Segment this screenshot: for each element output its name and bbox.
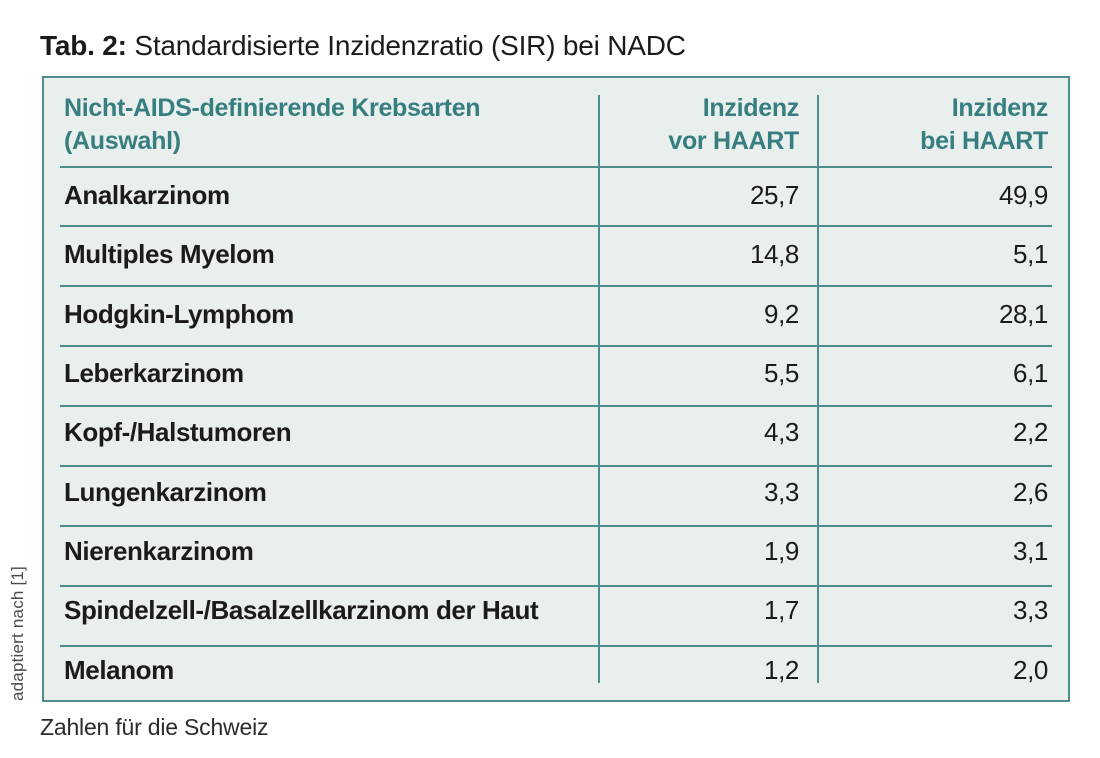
header-vor-haart-line1: Inzidenz	[702, 94, 800, 122]
row-value-bei-haart: 6,1	[1013, 358, 1048, 389]
row-separator	[60, 585, 1052, 587]
table-header-row: Nicht-AIDS-definierende Krebsarten (Ausw…	[44, 78, 1068, 166]
adapted-from-note: adaptiert nach [1]	[8, 566, 27, 701]
table-row-kopf-halstumoren: Kopf-/Halstumoren 4,3 2,2	[44, 403, 1068, 462]
header-bei-haart-line2: bei HAART	[920, 127, 1048, 155]
table-row-spindelzell-basalzellkarzinom: Spindelzell-/Basalzellkarzinom der Haut …	[44, 581, 1068, 640]
row-value-vor-haart: 14,8	[749, 239, 799, 270]
row-value-vor-haart: 9,2	[764, 298, 799, 329]
row-value-vor-haart: 1,9	[764, 536, 799, 567]
row-separator	[60, 525, 1052, 527]
row-value-bei-haart: 2,2	[1013, 417, 1048, 448]
table-title-text: Standardisierte Inzidenzratio (SIR) bei …	[134, 30, 686, 61]
header-vor-haart-line2: vor HAART	[668, 127, 799, 155]
row-value-bei-haart: 5,1	[1013, 239, 1048, 270]
row-value-vor-haart: 1,2	[764, 654, 799, 685]
table-row-hodgkin-lymphom: Hodgkin-Lymphom 9,2 28,1	[44, 285, 1068, 344]
header-krebsarten-line1: Nicht-AIDS-definierende Krebsarten	[64, 94, 481, 122]
table-title-label: Tab. 2:	[40, 30, 127, 61]
row-value-bei-haart: 3,3	[1013, 595, 1048, 626]
row-value-vor-haart: 1,7	[764, 595, 799, 626]
row-label: Melanom	[64, 654, 174, 685]
row-separator	[60, 645, 1052, 647]
table-row-nierenkarzinom: Nierenkarzinom 1,9 3,1	[44, 522, 1068, 581]
header-cell-inzidenz-bei-haart: Inzidenz bei HAART	[819, 78, 1068, 166]
column-divider-1	[598, 95, 600, 683]
table-row-multiples-myelom: Multiples Myelom 14,8 5,1	[44, 225, 1068, 284]
header-bei-haart-line1: Inzidenz	[951, 94, 1049, 122]
row-separator	[60, 465, 1052, 467]
row-label: Spindelzell-/Basalzellkarzinom der Haut	[64, 595, 539, 626]
row-value-bei-haart: 2,0	[1013, 654, 1048, 685]
row-value-vor-haart: 25,7	[749, 180, 799, 211]
row-label: Leberkarzinom	[64, 358, 244, 389]
row-value-bei-haart: 49,9	[998, 180, 1048, 211]
row-value-bei-haart: 3,1	[1013, 536, 1048, 567]
table-row-leberkarzinom: Leberkarzinom 5,5 6,1	[44, 344, 1068, 403]
header-cell-krebsarten: Nicht-AIDS-definierende Krebsarten (Ausw…	[44, 78, 600, 166]
row-value-vor-haart: 4,3	[764, 417, 799, 448]
row-label: Lungenkarzinom	[64, 476, 267, 507]
footer-note: Zahlen für die Schweiz	[40, 714, 269, 740]
row-label: Kopf-/Halstumoren	[64, 417, 292, 448]
table-title: Tab. 2: Standardisierte Inzidenzratio (S…	[40, 30, 686, 62]
row-value-bei-haart: 28,1	[998, 298, 1048, 329]
row-separator	[60, 405, 1052, 407]
row-value-bei-haart: 2,6	[1013, 476, 1048, 507]
row-label: Analkarzinom	[64, 180, 230, 211]
row-separator	[60, 225, 1052, 227]
row-label: Hodgkin-Lymphom	[64, 298, 294, 329]
header-cell-inzidenz-vor-haart: Inzidenz vor HAART	[600, 78, 819, 166]
column-divider-2	[817, 95, 819, 683]
table-row-melanom: Melanom 1,2 2,0	[44, 641, 1068, 700]
row-separator	[60, 345, 1052, 347]
row-value-vor-haart: 3,3	[764, 476, 799, 507]
row-label: Multiples Myelom	[64, 239, 275, 270]
header-krebsarten-line2: (Auswahl)	[64, 127, 181, 155]
row-label: Nierenkarzinom	[64, 536, 254, 567]
row-separator	[60, 285, 1052, 287]
row-value-vor-haart: 5,5	[764, 358, 799, 389]
sir-table: Nicht-AIDS-definierende Krebsarten (Ausw…	[42, 76, 1070, 702]
row-separator	[60, 166, 1052, 168]
table-row-lungenkarzinom: Lungenkarzinom 3,3 2,6	[44, 463, 1068, 522]
table-body: Analkarzinom 25,7 49,9 Multiples Myelom …	[44, 166, 1068, 700]
table-row-analkarzinom: Analkarzinom 25,7 49,9	[44, 166, 1068, 225]
